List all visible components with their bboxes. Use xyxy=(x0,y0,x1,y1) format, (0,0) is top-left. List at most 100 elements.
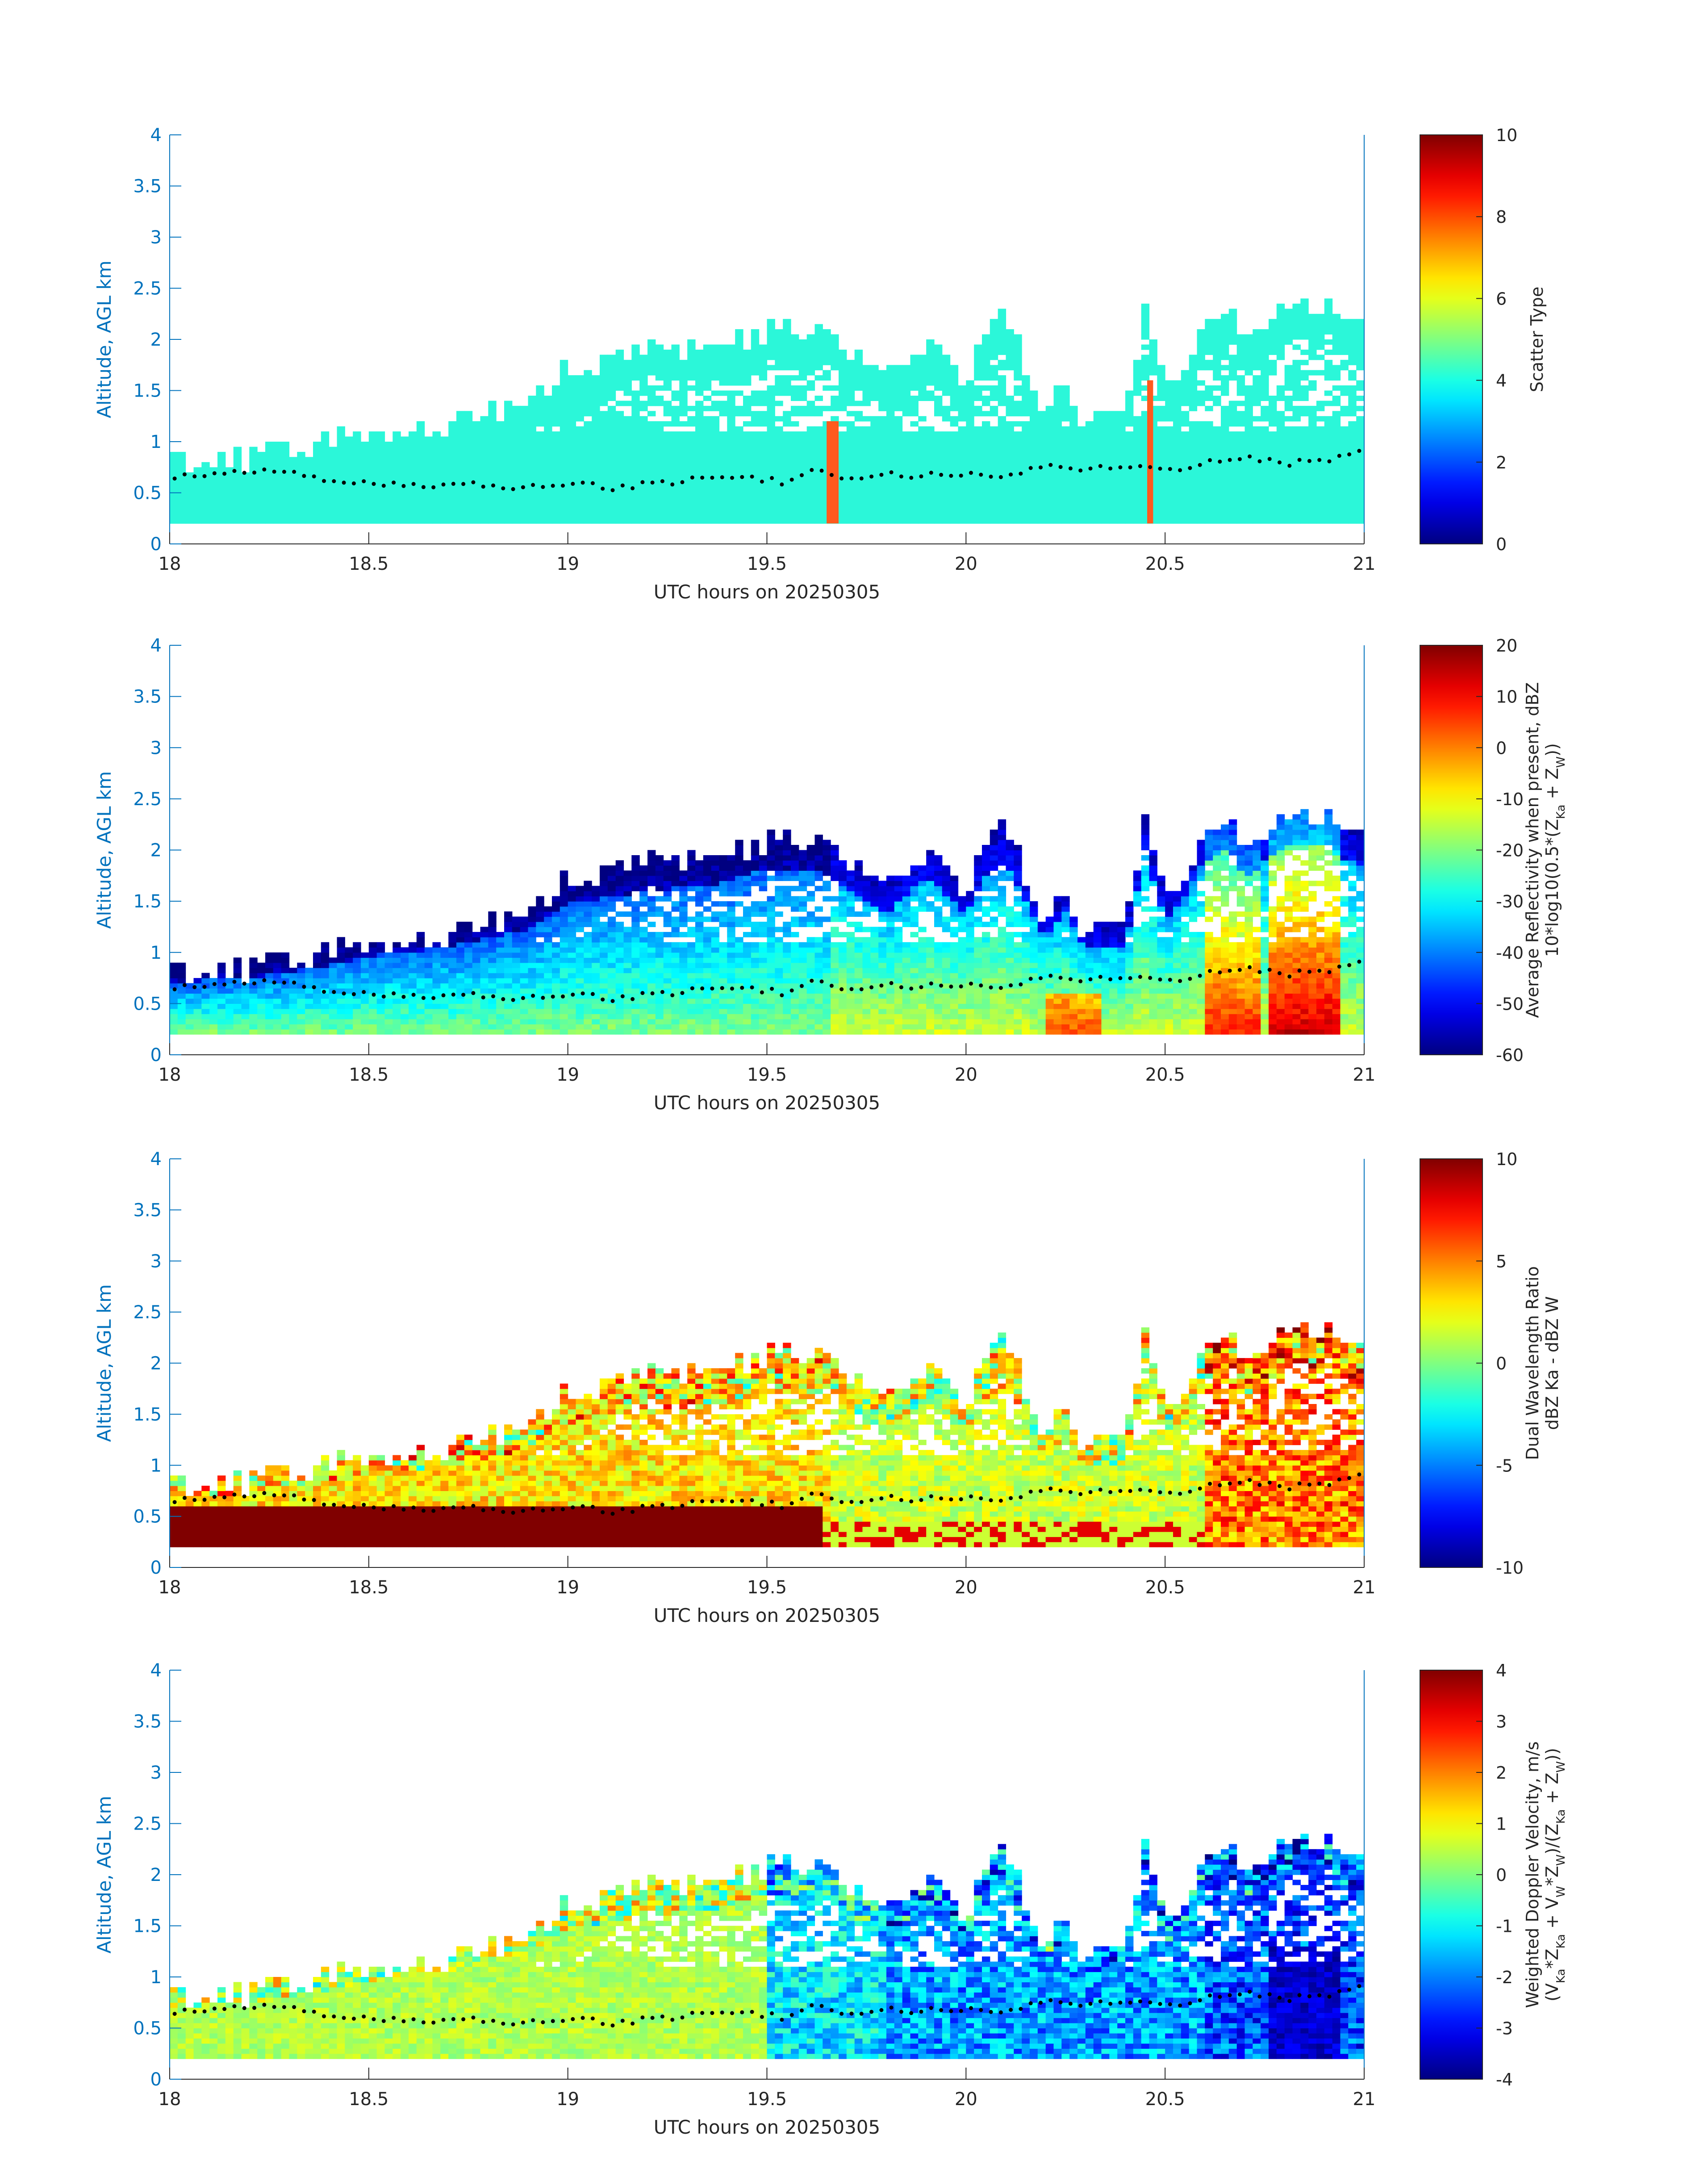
heat-cell xyxy=(201,508,209,514)
heat-cell xyxy=(1014,360,1022,365)
heat-cell xyxy=(1054,416,1062,422)
heat-cell xyxy=(894,401,902,406)
heat-cell xyxy=(592,518,600,524)
heat-cell xyxy=(1125,391,1133,396)
heat-cell xyxy=(560,411,568,416)
heat-cell xyxy=(918,513,926,518)
heat-cell xyxy=(855,513,863,518)
heat-cell xyxy=(679,498,687,503)
heat-cell xyxy=(289,513,297,518)
heat-cell xyxy=(273,442,281,447)
heat-cell xyxy=(265,452,273,457)
heat-cell xyxy=(1316,416,1324,422)
heat-cell xyxy=(998,365,1006,370)
heat-cell xyxy=(1221,324,1229,330)
heat-cell xyxy=(1237,518,1245,524)
heat-cell xyxy=(751,355,759,360)
heat-cell xyxy=(695,447,703,452)
heat-cell xyxy=(1237,375,1245,380)
heat-cell xyxy=(926,437,934,442)
heat-cell xyxy=(369,457,377,462)
heat-cell xyxy=(1189,355,1197,360)
heat-cell xyxy=(1253,329,1261,334)
heat-cell xyxy=(1061,498,1069,503)
heat-cell xyxy=(273,508,281,514)
heat-cell xyxy=(1245,391,1253,396)
heat-cell xyxy=(592,503,600,508)
heat-cell xyxy=(815,360,823,365)
heat-cell xyxy=(711,360,719,365)
heat-cell xyxy=(600,365,608,370)
heat-cell xyxy=(1245,437,1253,442)
heat-cell xyxy=(647,457,656,462)
heat-cell xyxy=(751,488,759,493)
heat-cell xyxy=(958,488,966,493)
heat-cell xyxy=(584,503,592,508)
heat-cell xyxy=(807,406,815,411)
heat-cell xyxy=(863,493,871,498)
heat-cell xyxy=(1038,431,1046,437)
heat-cell xyxy=(974,493,982,498)
heat-cell xyxy=(855,355,863,360)
heat-cell xyxy=(1324,360,1332,365)
heat-cell xyxy=(1269,452,1277,457)
heat-cell xyxy=(600,442,608,447)
heat-cell xyxy=(639,355,647,360)
heat-cell xyxy=(1285,365,1293,370)
heat-cell xyxy=(942,513,950,518)
heat-cell xyxy=(1006,457,1014,462)
heat-cell xyxy=(560,370,568,376)
heat-cell xyxy=(1173,457,1181,462)
heat-cell xyxy=(1308,431,1316,437)
heat-cell xyxy=(1038,513,1046,518)
heat-cell xyxy=(1157,508,1165,514)
heat-cell xyxy=(918,518,926,524)
heat-cell xyxy=(775,385,783,391)
heat-cell xyxy=(1181,472,1189,478)
heat-cell xyxy=(664,472,672,478)
heat-cell xyxy=(1300,503,1308,508)
heat-cell xyxy=(385,442,393,447)
heat-cell xyxy=(1300,309,1308,314)
heat-cell xyxy=(1229,472,1237,478)
heat-cell xyxy=(1038,437,1046,442)
heat-cell xyxy=(1038,457,1046,462)
heat-cell xyxy=(1061,406,1069,411)
heat-cell xyxy=(727,421,735,426)
heat-cell xyxy=(703,437,711,442)
heat-cell xyxy=(1332,375,1341,380)
heat-cell xyxy=(1173,437,1181,442)
heat-cell xyxy=(807,493,815,498)
heat-cell xyxy=(1261,416,1269,422)
heat-cell xyxy=(839,370,847,376)
heat-cell xyxy=(1109,488,1117,493)
heat-cell xyxy=(1316,493,1324,498)
heat-cell xyxy=(950,462,958,468)
heat-cell xyxy=(1269,508,1277,514)
heat-cell xyxy=(1061,518,1069,524)
heat-cell xyxy=(759,518,767,524)
heat-cell xyxy=(711,350,719,355)
heat-cell xyxy=(1293,472,1301,478)
heat-cell xyxy=(1205,472,1213,478)
heat-cell xyxy=(1261,334,1269,340)
heat-cell xyxy=(520,452,528,457)
heat-cell xyxy=(353,462,361,468)
heat-cell xyxy=(1277,309,1285,314)
heat-cell xyxy=(1316,437,1324,442)
heat-cell xyxy=(353,518,361,524)
heat-cell xyxy=(990,385,998,391)
heat-cell xyxy=(727,426,735,432)
heat-cell xyxy=(687,503,695,508)
heat-cell xyxy=(631,477,639,483)
heat-cell xyxy=(552,385,560,391)
heat-cell xyxy=(679,472,687,478)
heat-cell xyxy=(584,472,592,478)
heat-cell xyxy=(1221,431,1229,437)
heat-cell xyxy=(910,385,919,391)
heat-cell xyxy=(918,391,926,396)
heat-cell xyxy=(1269,334,1277,340)
heat-cell xyxy=(672,396,680,401)
heat-cell xyxy=(337,503,345,508)
heat-cell xyxy=(783,324,791,330)
